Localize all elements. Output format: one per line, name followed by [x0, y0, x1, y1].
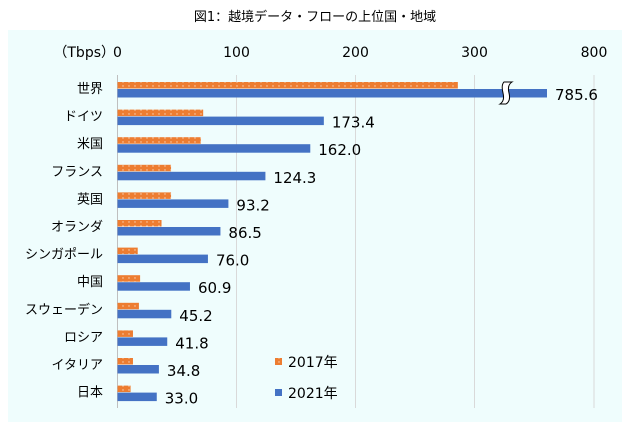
data-label-2021: 34.8	[167, 362, 200, 380]
data-label-2021: 86.5	[228, 224, 261, 242]
bar-2021	[117, 116, 324, 126]
bar-2021	[117, 227, 221, 236]
bar-2021	[117, 337, 168, 346]
data-label-2021: 162.0	[318, 141, 361, 159]
category-label: 米国	[77, 137, 103, 152]
category-label: ロシア	[64, 330, 103, 345]
data-label-2021: 785.6	[555, 86, 598, 104]
x-tick-label: 200	[342, 45, 369, 61]
data-label-2021: 173.4	[332, 114, 375, 132]
category-label: イタリア	[52, 358, 103, 373]
x-tick-label: 0	[113, 45, 122, 61]
data-label-2021: 33.0	[165, 390, 198, 408]
bar-2021	[117, 365, 159, 374]
chart-title: 図1：越境データ・フローの上位国・地域	[193, 10, 437, 25]
x-tick-label: 300	[461, 45, 488, 61]
bar-2017	[117, 109, 204, 117]
category-label: 世界	[77, 82, 103, 97]
bar-2017	[117, 192, 172, 199]
bar-2021	[117, 392, 157, 402]
category-label: ドイツ	[64, 110, 103, 125]
data-label-2021: 45.2	[179, 307, 212, 325]
category-label: オランダ	[51, 220, 103, 235]
data-label-2021: 76.0	[216, 252, 249, 270]
bar-2017	[117, 220, 162, 227]
data-label-2021: 41.8	[175, 334, 208, 352]
axis-break-icon	[498, 81, 514, 105]
category-label: フランス	[51, 165, 103, 180]
legend-swatch-2021	[275, 389, 282, 396]
bar-2021	[117, 282, 190, 291]
legend-label-2017: 2017年	[288, 355, 338, 371]
bar-2017	[117, 302, 139, 310]
x-tick-label: 800	[581, 45, 608, 61]
bar-2017	[117, 137, 201, 144]
bar-2017	[117, 275, 141, 282]
x-tick-label: 100	[223, 45, 250, 61]
data-label-2021: 60.9	[198, 279, 231, 297]
category-label: スウェーデン	[25, 302, 103, 318]
bar-2017	[117, 164, 172, 172]
category-label: 日本	[77, 386, 103, 401]
bar-2021	[117, 309, 172, 319]
bar-2021	[117, 199, 229, 208]
category-label: シンガポール	[25, 248, 103, 263]
bar-2017	[117, 385, 131, 393]
legend-label-2021: 2021年	[288, 386, 338, 402]
legend-swatch-2017	[275, 358, 282, 365]
unit-label: （Tbps）	[53, 45, 115, 61]
category-label: 英国	[77, 192, 103, 207]
bar-2021	[117, 144, 311, 153]
bar-2017	[117, 358, 133, 365]
data-label-2021: 124.3	[273, 169, 316, 187]
bar-2021	[117, 89, 547, 98]
category-label: 中国	[77, 275, 103, 290]
bar-2021	[117, 254, 208, 264]
bar-2021	[117, 171, 266, 181]
data-label-2021: 93.2	[236, 196, 269, 214]
bar-2017	[117, 82, 458, 89]
bar-2017	[117, 330, 133, 337]
bar-2017	[117, 247, 138, 255]
